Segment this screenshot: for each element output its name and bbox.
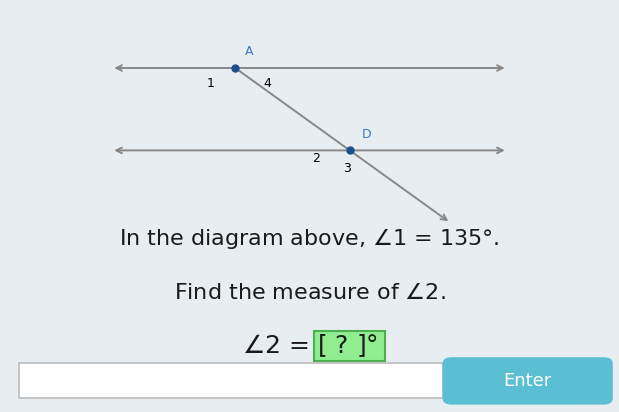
Text: 4: 4 — [264, 77, 271, 90]
Text: $\angle$2 = [ ? ]°: $\angle$2 = [ ? ]° — [241, 332, 378, 360]
Text: Enter: Enter — [504, 372, 552, 390]
Text: 1: 1 — [207, 77, 214, 90]
FancyBboxPatch shape — [19, 363, 443, 398]
FancyBboxPatch shape — [314, 331, 385, 361]
Text: In the diagram above, $\angle$1 = 135°.: In the diagram above, $\angle$1 = 135°. — [119, 227, 500, 251]
Text: 3: 3 — [343, 162, 350, 176]
FancyBboxPatch shape — [443, 357, 613, 405]
Text: A: A — [245, 44, 253, 58]
Text: D: D — [362, 128, 372, 141]
Text: 2: 2 — [312, 152, 319, 165]
Text: Find the measure of $\angle$2.: Find the measure of $\angle$2. — [174, 282, 445, 303]
